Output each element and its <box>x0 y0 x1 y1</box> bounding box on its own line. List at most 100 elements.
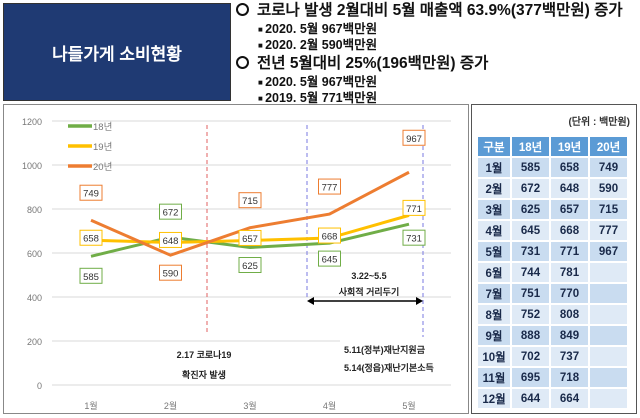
data-label: 672 <box>163 208 179 219</box>
data-label-box <box>318 250 341 267</box>
table-cell: 770 <box>551 284 588 303</box>
line-chart: 0 200 400 600 800 1000 1200 1월 2월 3월 4월 5월 18년 19년 20년… <box>22 117 464 411</box>
data-label: 585 <box>83 272 99 283</box>
data-label-box <box>159 203 182 220</box>
data-label: 648 <box>163 236 179 247</box>
table-cell: 749 <box>590 158 627 177</box>
annotation-relief: 5.14(정읍)재난기본소득 <box>344 362 434 373</box>
summary-text: 코로나 발생 2월대비 5월 매출액 63.9%(377백만원) 증가 <box>257 2 623 19</box>
data-label-box <box>79 229 103 246</box>
table-cell <box>590 305 627 324</box>
table-row: 7월 751 770 <box>478 284 627 303</box>
table-cell: 771 <box>551 242 588 261</box>
x-tick-label: 2월 <box>164 400 177 411</box>
page-title: 나들가게 소비현황 <box>3 3 231 101</box>
table-cell: 672 <box>512 179 549 198</box>
x-tick-label: 1월 <box>84 400 97 411</box>
table-cell: 752 <box>512 305 549 324</box>
data-label-box <box>238 192 262 209</box>
table-row: 12월 644 664 <box>478 389 627 408</box>
table-cell: 715 <box>590 200 627 219</box>
legend-label: 20년 <box>93 162 112 173</box>
data-label: 668 <box>322 232 338 243</box>
table-cell: 2월 <box>478 179 510 198</box>
chart-panel: 0 200 400 600 800 1000 1200 1월 2월 3월 4월 5월 18년 19년 20년… <box>3 104 469 414</box>
column-header: 20년 <box>590 137 627 156</box>
table-cell: 1월 <box>478 158 510 177</box>
table-cell: 737 <box>551 347 588 366</box>
data-label: 658 <box>83 234 99 245</box>
table-cell: 849 <box>551 326 588 345</box>
table-cell <box>590 389 627 408</box>
data-table-panel: (단위 : 백만원) 구분 18년 19년 20년 1월 585 658 749 2월 672 64… <box>471 104 637 414</box>
table-cell: 702 <box>512 347 549 366</box>
annotation-background <box>340 337 464 379</box>
table-row: 6월 744 781 <box>478 263 627 282</box>
summary-item: 2019. 5월 771백만원 <box>232 90 637 106</box>
annotation-distancing: 3.22~5.5 <box>351 271 386 281</box>
summary-list: 코로나 발생 2월대비 5월 매출액 63.9%(377백만원) 증가 2020.… <box>232 0 637 105</box>
summary-text: 2019. 5월 771백만원 <box>265 91 378 105</box>
y-tick-label: 1200 <box>22 117 42 127</box>
x-tick-label: 4월 <box>323 400 336 411</box>
table-cell: 664 <box>551 389 588 408</box>
table-cell: 731 <box>512 242 549 261</box>
table-cell: 11월 <box>478 368 510 387</box>
table-cell: 9월 <box>478 326 510 345</box>
table-cell: 8월 <box>478 305 510 324</box>
y-tick-label: 0 <box>37 381 42 391</box>
y-tick-label: 600 <box>27 249 42 259</box>
x-tick-label: 3월 <box>243 400 256 411</box>
data-label-box <box>238 229 262 246</box>
table-cell: 777 <box>590 221 627 240</box>
table-row: 4월 645 668 777 <box>478 221 627 240</box>
table-cell: 625 <box>512 200 549 219</box>
y-tick-label: 200 <box>27 337 42 347</box>
table-cell: 967 <box>590 242 627 261</box>
column-header: 19년 <box>551 137 588 156</box>
data-label-box <box>159 231 182 248</box>
data-label-box <box>402 199 426 216</box>
column-header: 구분 <box>478 137 510 156</box>
data-label-box <box>238 257 262 273</box>
data-label-box <box>402 229 426 246</box>
summary-heading: 전년 5월대비 25%(196백만원) 증가 <box>232 53 637 74</box>
table-cell: 658 <box>551 158 588 177</box>
table-row: 11월 695 718 <box>478 368 627 387</box>
summary-text: 2020. 5월 967백만원 <box>265 75 378 89</box>
table-cell: 585 <box>512 158 549 177</box>
table-cell: 668 <box>551 221 588 240</box>
summary-text: 2020. 2월 590백만원 <box>265 38 378 52</box>
data-label-box <box>402 129 426 146</box>
annotation-relief: 5.11(정부)재난지원금 <box>344 344 426 355</box>
table-cell: 5월 <box>478 242 510 261</box>
table-cell <box>590 368 627 387</box>
data-label: 777 <box>322 183 338 194</box>
table-cell: 3월 <box>478 200 510 219</box>
unit-label: (단위 : 백만원) <box>568 117 630 128</box>
table-cell: 6월 <box>478 263 510 282</box>
table-row: 10월 702 737 <box>478 347 627 366</box>
table-cell: 590 <box>590 179 627 198</box>
circle-bullet-icon <box>236 3 249 16</box>
data-label: 749 <box>83 189 99 200</box>
summary-text: 2020. 5월 967백만원 <box>265 22 378 36</box>
summary-item: 2020. 5월 967백만원 <box>232 74 637 90</box>
table-cell <box>590 326 627 345</box>
table-cell <box>590 347 627 366</box>
table-cell: 695 <box>512 368 549 387</box>
table-cell <box>590 263 627 282</box>
legend-label: 19년 <box>93 142 112 153</box>
table-row: 9월 888 849 <box>478 326 627 345</box>
legend-label: 18년 <box>93 122 112 133</box>
annotation-covid: 확진자 발생 <box>182 369 226 380</box>
data-label: 731 <box>406 234 422 245</box>
data-label: 645 <box>322 255 338 266</box>
table-cell: 4월 <box>478 221 510 240</box>
annotation-covid: 2.17 코로나19 <box>177 349 232 360</box>
table-cell: 645 <box>512 221 549 240</box>
circle-bullet-icon <box>236 56 249 69</box>
data-table: 구분 18년 19년 20년 1월 585 658 749 2월 672 648 590 3월 625 65… <box>476 135 629 410</box>
table-cell: 648 <box>551 179 588 198</box>
table-cell: 888 <box>512 326 549 345</box>
